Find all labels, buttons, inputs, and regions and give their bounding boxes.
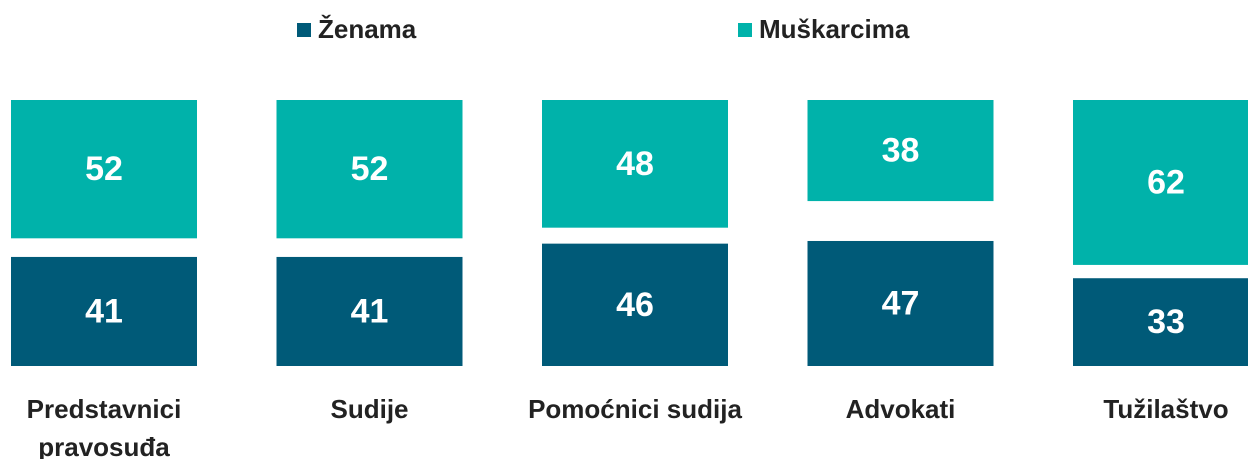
bar	[807, 240, 994, 366]
bar	[276, 100, 463, 239]
value-label: 33	[1147, 303, 1185, 341]
value-label: 46	[616, 286, 654, 324]
x-tick-label: Tužilaštvo	[1103, 394, 1229, 424]
bar	[276, 256, 463, 366]
value-label: 48	[616, 145, 654, 183]
bar	[1073, 278, 1248, 366]
bar	[11, 256, 197, 366]
value-label: 52	[85, 150, 123, 188]
x-tick-label: Predstavnici pravosuđa	[26, 394, 182, 459]
bar	[1073, 100, 1248, 265]
x-tick-label: Sudije	[330, 394, 409, 424]
bar	[11, 100, 197, 239]
value-label: 52	[351, 150, 389, 188]
legend-swatch	[297, 23, 311, 37]
legend-swatch	[738, 23, 752, 37]
value-label: 47	[882, 284, 920, 322]
bar	[807, 100, 994, 202]
bar	[542, 100, 728, 228]
legend-label: Muškarcima	[759, 14, 910, 44]
bar	[542, 243, 728, 366]
x-tick-label: Pomoćnici sudija	[528, 394, 742, 424]
value-label: 41	[85, 292, 123, 330]
x-tick-label: Advokati	[845, 394, 956, 424]
value-label: 41	[351, 292, 389, 330]
legend-label: Ženama	[318, 14, 417, 44]
value-label: 38	[882, 132, 920, 170]
value-label: 62	[1147, 163, 1185, 201]
